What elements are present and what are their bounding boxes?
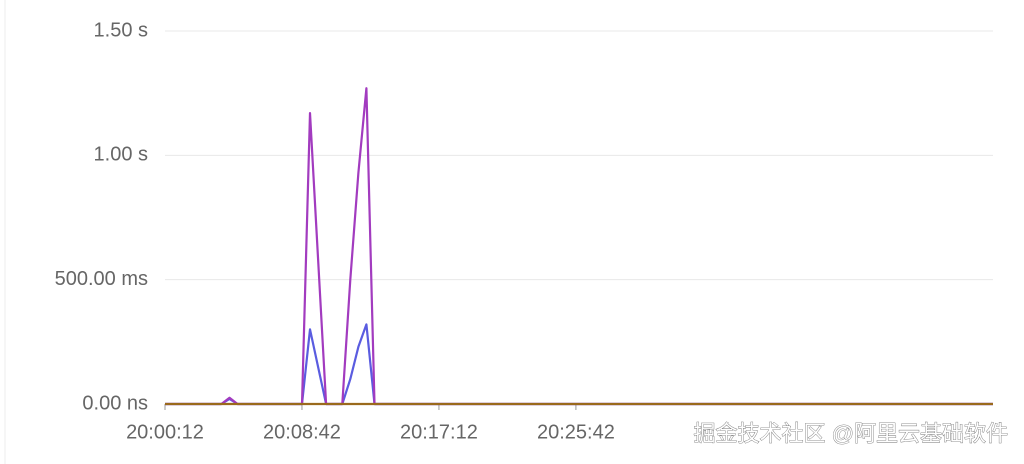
y-tick-label: 500.00 ms [55, 268, 148, 290]
y-tick-label: 1.50 s [94, 19, 148, 41]
y-tick-label: 1.00 s [94, 144, 148, 166]
series-line [165, 87, 993, 406]
series-line [165, 323, 993, 406]
y-tick-label: 0.00 ns [82, 392, 148, 414]
x-tick-label: 20:00:12 [126, 421, 204, 443]
x-tick-label: 20:25:42 [537, 421, 615, 443]
x-tick-label: 20:17:12 [400, 421, 478, 443]
watermark: 掘金技术社区 @阿里云基础软件 [694, 421, 1008, 446]
x-tick-label: 20:08:42 [263, 421, 341, 443]
